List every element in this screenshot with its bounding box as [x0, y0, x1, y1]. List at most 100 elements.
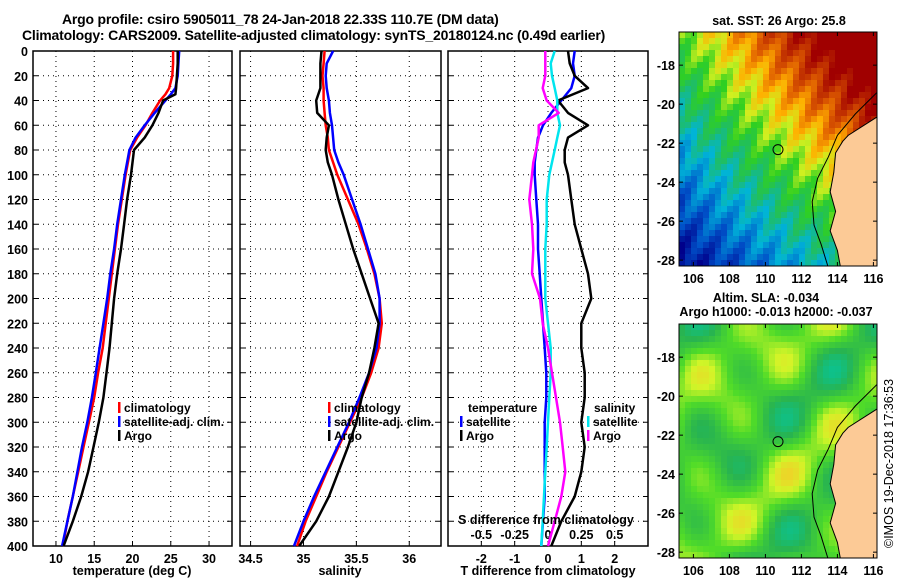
x-tick-label: -1 [509, 552, 520, 566]
x-tick-label: 34.5 [238, 552, 262, 566]
legend-swatch [460, 430, 463, 441]
lat-tick-label: -22 [657, 429, 675, 443]
y-tick-label: 20 [14, 70, 28, 84]
plot-frame [239, 50, 442, 547]
lat-tick-label: -20 [657, 98, 675, 112]
series-line-argo [62, 51, 179, 547]
lon-tick-label: 108 [719, 564, 740, 578]
legend-swatch [587, 430, 590, 441]
sla-map-title: Altim. SLA: -0.034 [713, 291, 819, 305]
temperature-axis-label: temperature (deg C) [73, 564, 192, 578]
y-tick-label: 80 [14, 144, 28, 158]
sst-map: 106 108 110 112 114 116 -18 -20 -22 -24 -26 -28 [657, 31, 884, 286]
legend-label: climatology [124, 401, 191, 415]
y-tick-label: 0 [21, 45, 28, 59]
lat-tick-label: -18 [657, 351, 675, 365]
lon-tick-label: 106 [683, 564, 704, 578]
sla-map-subtitle: Argo h1000: -0.013 h2000: -0.037 [679, 305, 872, 319]
t-difference-axis-label: T difference from climatology [460, 564, 635, 578]
lon-tick-label: 108 [719, 272, 740, 286]
sst-map-title: sat. SST: 26 Argo: 25.8 [712, 14, 846, 28]
y-tick-label: 40 [14, 95, 28, 109]
bathymetry-contour [811, 92, 877, 266]
x-tick-label: 35 [297, 552, 311, 566]
legend-label: satellite-adj. clim. [124, 415, 224, 429]
y-tick-label: 280 [7, 392, 28, 406]
argo-position-marker [772, 144, 784, 156]
figure-title-line2: Climatology: CARS2009. Satellite-adjuste… [22, 27, 606, 43]
land-mass [829, 116, 877, 266]
lon-tick-label: 106 [683, 272, 704, 286]
y-tick-label: 60 [14, 119, 28, 133]
y-tick-label: 360 [7, 491, 28, 505]
y-tick-label: 260 [7, 367, 28, 381]
legend-label: climatology [334, 401, 401, 415]
y-tick-label: 200 [7, 293, 28, 307]
lat-tick-label: -28 [657, 546, 675, 560]
lat-tick-label: -18 [657, 59, 675, 73]
legend-header-salinity: salinity [594, 401, 636, 415]
map-field [679, 32, 877, 266]
s-diff-tick-label: 0.25 [569, 528, 593, 542]
legend-swatch [328, 430, 331, 441]
plot-frame [32, 50, 233, 547]
credit-text: ©IMOS 19-Dec-2018 17:36:53 [882, 379, 896, 548]
lon-tick-label: 110 [755, 272, 775, 286]
y-tick-label: 340 [7, 466, 28, 480]
y-tick-label: 160 [7, 243, 28, 257]
legend-swatch [460, 416, 463, 427]
temperature-panel: 0 20 40 60 80 100 120 140 160 180 200 220 240 260 280 3… [7, 45, 233, 566]
y-tick-label: 320 [7, 441, 28, 455]
lon-tick-label: 112 [791, 564, 811, 578]
s-diff-tick-label: -0.25 [500, 528, 529, 542]
lon-tick-label: 116 [863, 272, 883, 286]
y-tick-label: 400 [7, 540, 28, 554]
lat-tick-label: -28 [657, 254, 675, 268]
series-line-satellite-adj-clim- [60, 50, 181, 547]
s-diff-tick-label: -0.5 [471, 528, 493, 542]
lon-tick-label: 114 [827, 564, 847, 578]
lon-tick-label: 112 [791, 272, 811, 286]
map-frame [678, 31, 878, 267]
salinity-axis-label: salinity [318, 564, 361, 578]
series-line-s-satellite [540, 50, 562, 547]
map-frame [678, 323, 878, 559]
lat-tick-label: -24 [657, 468, 675, 482]
figure-title-line1: Argo profile: csiro 5905011_78 24-Jan-20… [62, 11, 499, 27]
lat-tick-label: -20 [657, 390, 675, 404]
x-tick-label: 30 [202, 552, 216, 566]
map-field [679, 324, 877, 558]
x-tick-label: -2 [476, 552, 487, 566]
s-difference-axis-label: S difference from climatology [458, 513, 634, 527]
argo-position-marker [772, 436, 784, 448]
land-mass [829, 408, 877, 558]
legend-swatch [587, 416, 590, 427]
series-line-argo [298, 50, 380, 547]
difference-panel: -2 -1 0 1 2-0.5 -0.25 0 0.25 0.5temperaturesatel… [447, 50, 649, 566]
legend-label: Argo [124, 429, 152, 443]
legend-label: Argo [593, 429, 621, 443]
x-tick-label: 20 [126, 552, 140, 566]
y-tick-label: 120 [7, 194, 28, 208]
y-tick-label: 300 [7, 416, 28, 430]
legend-swatch [118, 416, 121, 427]
y-tick-label: 240 [7, 342, 28, 356]
x-tick-label: 0 [545, 552, 552, 566]
x-tick-label: 2 [611, 552, 618, 566]
y-tick-label: 220 [7, 317, 28, 331]
x-tick-label: 1 [578, 552, 585, 566]
lat-tick-label: -26 [657, 507, 675, 521]
x-tick-label: 25 [164, 552, 178, 566]
legend-header-temperature: temperature [468, 401, 538, 415]
legend-label: Argo [334, 429, 362, 443]
x-tick-label: 10 [49, 552, 63, 566]
sla-map: 106 108 110 112 114 116 -18 -20 -22 -24 -26 -28 [657, 323, 884, 578]
y-tick-label: 100 [7, 169, 28, 183]
s-diff-tick-label: 0.5 [606, 528, 623, 542]
y-tick-label: 140 [7, 218, 28, 232]
legend-swatch [118, 402, 121, 413]
bathymetry-contour [811, 384, 877, 558]
legend-swatch [328, 402, 331, 413]
